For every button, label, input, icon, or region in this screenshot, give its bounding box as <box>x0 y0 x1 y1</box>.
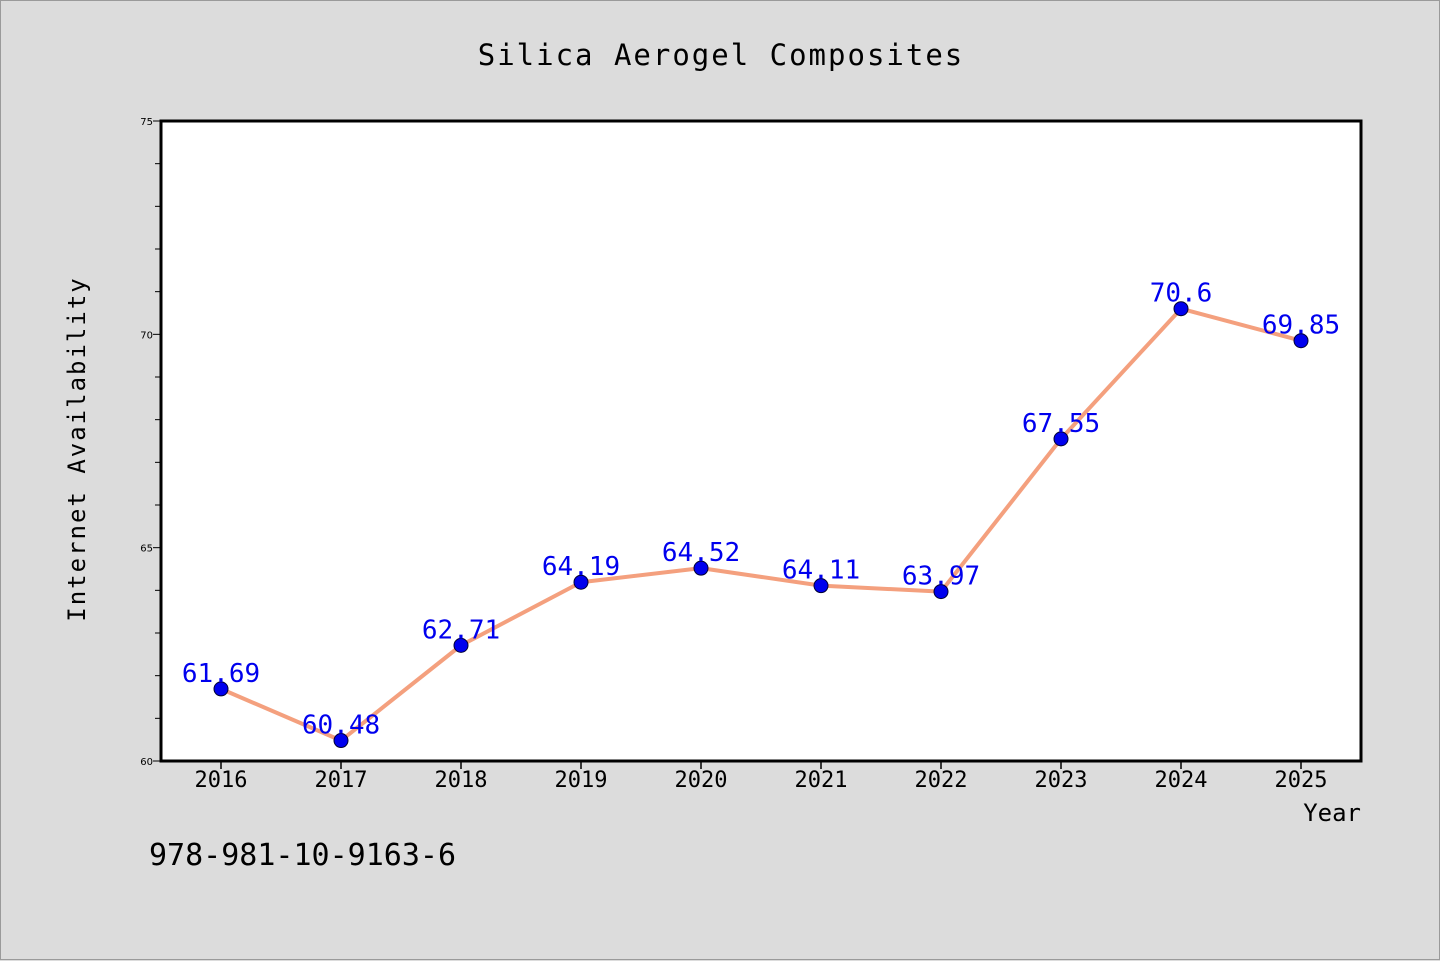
data-label: 64.52 <box>662 538 740 568</box>
x-tick-label: 2018 <box>435 768 488 793</box>
chart-title: Silica Aerogel Composites <box>478 38 965 72</box>
x-tick-label: 2017 <box>315 768 368 793</box>
x-axis-ticks: 2016 2017 2018 2019 2020 2021 2022 2023 2024 2025 <box>195 761 1328 793</box>
data-label: 64.19 <box>542 552 620 582</box>
x-tick-label: 2025 <box>1275 768 1328 793</box>
data-label: 67.55 <box>1022 409 1100 439</box>
x-tick-label: 2019 <box>555 768 608 793</box>
data-point <box>693 560 709 576</box>
data-point <box>333 733 349 749</box>
x-tick-label: 2016 <box>195 768 248 793</box>
data-point <box>213 681 229 697</box>
x-tick-label: 2021 <box>795 768 848 793</box>
x-tick-label: 2024 <box>1155 768 1208 793</box>
data-label: 62.71 <box>422 615 500 645</box>
data-label: 69.85 <box>1262 311 1340 341</box>
series-markers <box>213 301 1309 749</box>
data-label: 61.69 <box>182 659 260 689</box>
x-tick-label: 2020 <box>675 768 728 793</box>
data-point <box>1173 301 1189 317</box>
y-axis-ticks: 60 65 70 75 <box>140 117 161 768</box>
series-line <box>220 306 1302 743</box>
y-axis-label: Internet Availability <box>63 276 91 621</box>
y-tick-label: 70 <box>140 330 153 341</box>
plot-border <box>159 119 1363 763</box>
isbn-text: 978-981-10-9163-6 <box>149 838 456 873</box>
data-point <box>1053 431 1069 447</box>
data-label: 64.11 <box>782 556 860 586</box>
y-tick-label: 75 <box>140 117 153 128</box>
x-tick-label: 2023 <box>1035 768 1088 793</box>
data-label: 70.6 <box>1150 279 1213 309</box>
x-axis-label: Year <box>1303 799 1361 827</box>
data-labels: 61.69 60.48 62.71 64.19 64.52 64.11 63.97 67.55… <box>182 279 1340 741</box>
data-point <box>1293 333 1309 349</box>
data-label: 60.48 <box>302 711 380 741</box>
data-point <box>813 578 829 594</box>
data-point <box>453 637 469 653</box>
y-tick-label: 60 <box>140 757 153 768</box>
y-tick-label: 65 <box>140 544 153 555</box>
data-label: 63.97 <box>902 562 980 592</box>
data-point <box>933 584 949 600</box>
x-tick-label: 2022 <box>915 768 968 793</box>
data-point <box>573 574 589 590</box>
plot-area <box>161 121 1361 761</box>
